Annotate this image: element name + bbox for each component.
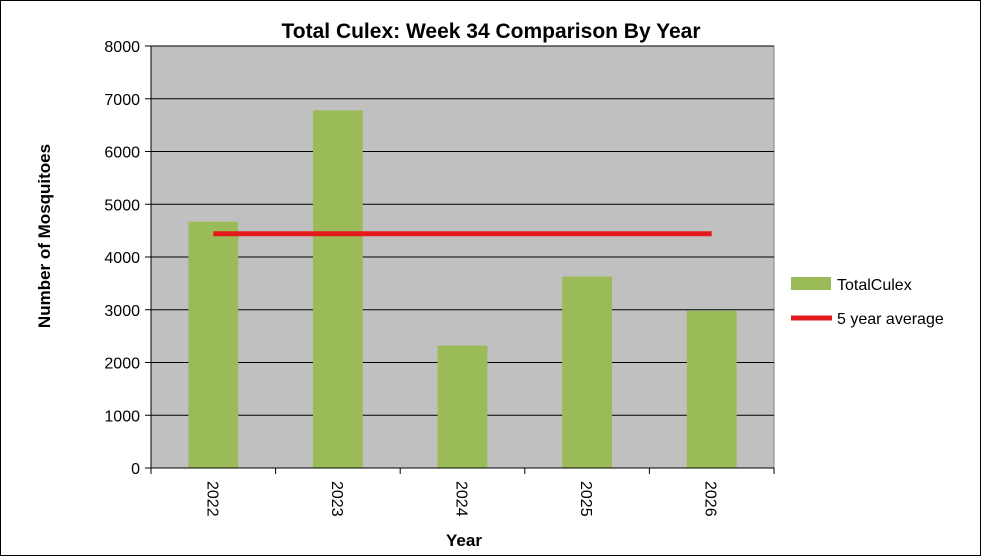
- legend: TotalCulex 5 year average: [791, 277, 944, 328]
- axes: [145, 45, 775, 474]
- bar-series: [188, 110, 737, 468]
- y-tick-label: 8000: [104, 39, 140, 56]
- x-tick-label: 2023: [328, 481, 345, 517]
- legend-swatch-totalculex: [791, 277, 831, 290]
- y-tick-label: 5000: [104, 197, 140, 214]
- gridlines: [151, 45, 774, 416]
- bar: [188, 221, 239, 468]
- x-tick-label: 2022: [203, 481, 220, 517]
- bar: [312, 110, 363, 468]
- y-tick-label: 7000: [104, 92, 140, 109]
- y-tick-label: 0: [131, 461, 140, 478]
- y-tick-label: 2000: [104, 356, 140, 373]
- y-axis-title: Number of Mosquitoes: [35, 144, 54, 328]
- bar: [686, 310, 737, 468]
- y-tick-label: 3000: [104, 303, 140, 320]
- x-tick-label: 2026: [702, 481, 719, 517]
- chart-title: Total Culex: Week 34 Comparison By Year: [282, 20, 701, 43]
- y-tick-labels: 0 1000 2000 3000 4000 5000 6000 7000 8000: [104, 39, 140, 478]
- y-tick-label: 1000: [104, 408, 140, 425]
- x-axis-title: Year: [446, 531, 482, 550]
- x-tick-label: 2025: [577, 481, 594, 517]
- legend-label-average: 5 year average: [837, 311, 944, 328]
- bar: [562, 276, 613, 468]
- x-tick-labels: 2022 2023 2024 2025 2026: [203, 481, 718, 517]
- legend-label-totalculex: TotalCulex: [837, 277, 912, 294]
- bar: [437, 345, 488, 468]
- y-tick-label: 6000: [104, 145, 140, 162]
- y-tick-label: 4000: [104, 250, 140, 267]
- x-tick-label: 2024: [453, 481, 470, 517]
